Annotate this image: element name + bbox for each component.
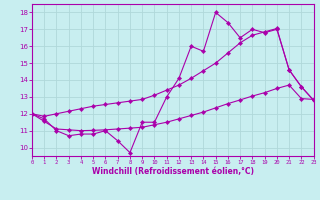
X-axis label: Windchill (Refroidissement éolien,°C): Windchill (Refroidissement éolien,°C) bbox=[92, 167, 254, 176]
